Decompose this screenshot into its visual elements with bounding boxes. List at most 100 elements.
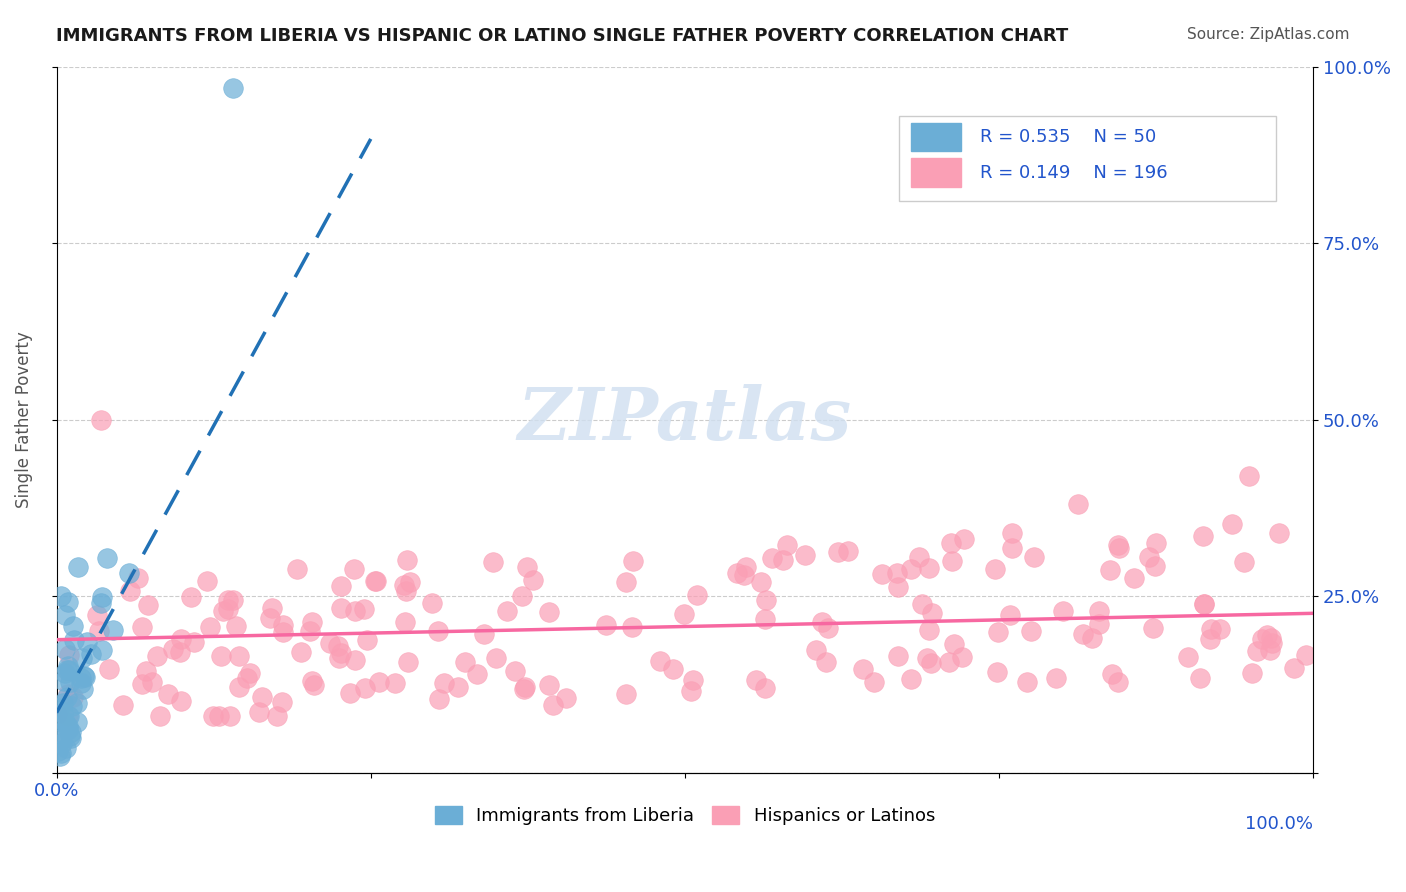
Point: [1142, 621, 1164, 635]
Point: [733, 568, 755, 582]
Point: [621, 619, 644, 633]
Point: [301, 615, 323, 629]
Point: [301, 674, 323, 689]
Point: [485, 651, 508, 665]
Text: IMMIGRANTS FROM LIBERIA VS HISPANIC OR LATINO SINGLE FATHER POVERTY CORRELATION : IMMIGRANTS FROM LIBERIA VS HISPANIC OR L…: [56, 27, 1069, 45]
Point: [55, 741, 77, 756]
Point: [56, 595, 79, 609]
Text: 100.0%: 100.0%: [1246, 815, 1313, 833]
Text: ZIPatlas: ZIPatlas: [517, 384, 852, 455]
Point: [72, 681, 94, 696]
Point: [1239, 469, 1261, 483]
Point: [53, 666, 76, 681]
Point: [367, 675, 389, 690]
Point: [58, 663, 80, 677]
Point: [90, 596, 112, 610]
Point: [515, 680, 537, 694]
Point: [48, 726, 70, 740]
Point: [69, 676, 91, 690]
Point: [1189, 671, 1212, 685]
Point: [543, 698, 565, 712]
Point: [87, 624, 110, 638]
Point: [59, 724, 82, 739]
Point: [482, 555, 505, 569]
Point: [221, 80, 243, 95]
Point: [941, 536, 963, 550]
Point: [1071, 627, 1094, 641]
Point: [52, 696, 75, 710]
Point: [156, 688, 179, 702]
Point: [806, 643, 828, 657]
Point: [1022, 549, 1045, 564]
Point: [90, 643, 112, 657]
Point: [793, 548, 815, 562]
Point: [900, 562, 922, 576]
Point: [1001, 541, 1024, 555]
Point: [538, 605, 561, 619]
Point: [465, 666, 488, 681]
FancyBboxPatch shape: [911, 159, 962, 186]
Point: [195, 574, 218, 588]
Point: [396, 553, 419, 567]
Point: [420, 596, 443, 610]
Point: [1199, 622, 1222, 636]
Point: [745, 673, 768, 687]
Point: [396, 655, 419, 669]
Point: [1250, 632, 1272, 646]
Point: [266, 709, 288, 723]
Point: [662, 662, 685, 676]
Point: [472, 627, 495, 641]
Text: R = 0.149    N = 196: R = 0.149 N = 196: [980, 163, 1168, 181]
Point: [46, 733, 69, 747]
Point: [938, 655, 960, 669]
Point: [49, 747, 72, 761]
Point: [209, 648, 232, 663]
Point: [225, 619, 247, 633]
Point: [59, 730, 82, 744]
Point: [503, 664, 526, 678]
Point: [911, 597, 934, 611]
Point: [433, 675, 456, 690]
Point: [169, 645, 191, 659]
Point: [817, 620, 839, 634]
Point: [827, 545, 849, 559]
Point: [852, 662, 875, 676]
Point: [918, 560, 941, 574]
Point: [298, 624, 321, 639]
Point: [648, 654, 671, 668]
Point: [58, 719, 80, 733]
Point: [52, 674, 75, 689]
Point: [131, 619, 153, 633]
Point: [384, 675, 406, 690]
Point: [76, 635, 98, 649]
Point: [86, 608, 108, 623]
Point: [522, 574, 544, 588]
Point: [453, 655, 475, 669]
Point: [51, 736, 73, 750]
Point: [55, 715, 77, 730]
Point: [921, 606, 943, 620]
Point: [228, 681, 250, 695]
Point: [141, 675, 163, 690]
Point: [394, 615, 416, 629]
Point: [1144, 536, 1167, 550]
Point: [180, 590, 202, 604]
Point: [429, 691, 451, 706]
Point: [49, 589, 72, 603]
Point: [392, 577, 415, 591]
Point: [1081, 631, 1104, 645]
Point: [120, 583, 142, 598]
Point: [183, 635, 205, 649]
Point: [682, 673, 704, 687]
Point: [772, 552, 794, 566]
Point: [62, 690, 84, 704]
Point: [515, 560, 537, 574]
Point: [343, 561, 366, 575]
Point: [1261, 635, 1284, 649]
Point: [63, 633, 86, 648]
Point: [984, 562, 1007, 576]
Point: [53, 641, 76, 656]
Point: [366, 574, 388, 588]
Point: [1194, 597, 1216, 611]
Point: [1101, 667, 1123, 681]
